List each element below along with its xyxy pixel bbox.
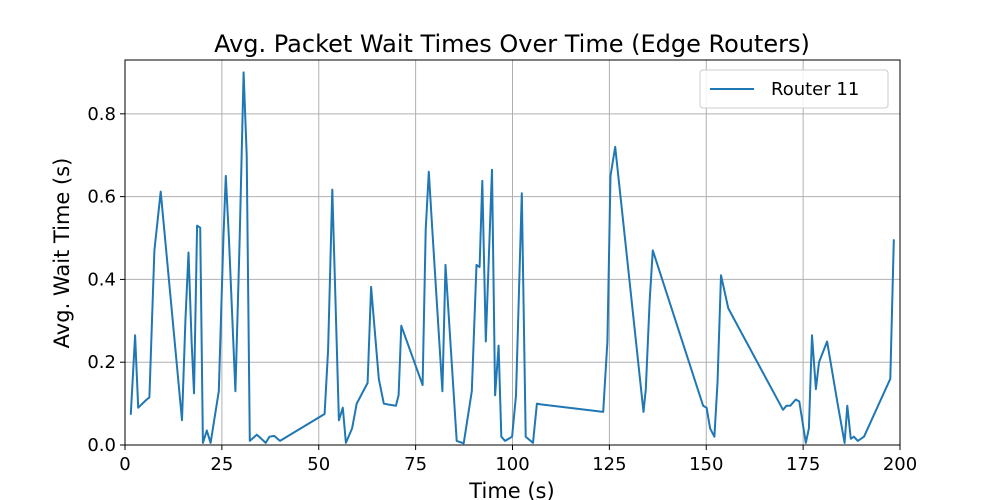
y-tick-label: 0.8 [87, 104, 116, 125]
x-tick-label: 0 [119, 454, 130, 475]
x-tick-label: 50 [307, 454, 330, 475]
y-tick-label: 0.6 [87, 187, 116, 208]
x-tick-label: 175 [786, 454, 820, 475]
series-line-router-11 [129, 71, 895, 445]
axis-ticks: 0 25 50 75 100 125 150 175 200 0.0 0.2 0.4 0.6 0.8 [87, 104, 917, 475]
x-tick-label: 125 [592, 454, 626, 475]
legend-label: Router 11 [771, 79, 859, 100]
series-layer [129, 71, 895, 445]
plot-frame [124, 59, 901, 446]
x-tick-label: 75 [404, 454, 427, 475]
legend-box [699, 69, 889, 109]
x-tick-label: 200 [883, 454, 917, 475]
y-tick-label: 0.4 [87, 269, 116, 290]
x-tick-label: 100 [495, 454, 529, 475]
legend: Router 11 [699, 69, 889, 109]
x-tick-label: 150 [689, 454, 723, 475]
chart-title: Avg. Packet Wait Times Over Time (Edge R… [214, 30, 810, 58]
y-axis-label: Avg. Wait Time (s) [50, 158, 74, 349]
y-tick-label: 0.0 [87, 435, 116, 456]
x-tick-label: 25 [210, 454, 233, 475]
x-axis-label: Time (s) [468, 479, 554, 500]
y-tick-label: 0.2 [87, 352, 116, 373]
